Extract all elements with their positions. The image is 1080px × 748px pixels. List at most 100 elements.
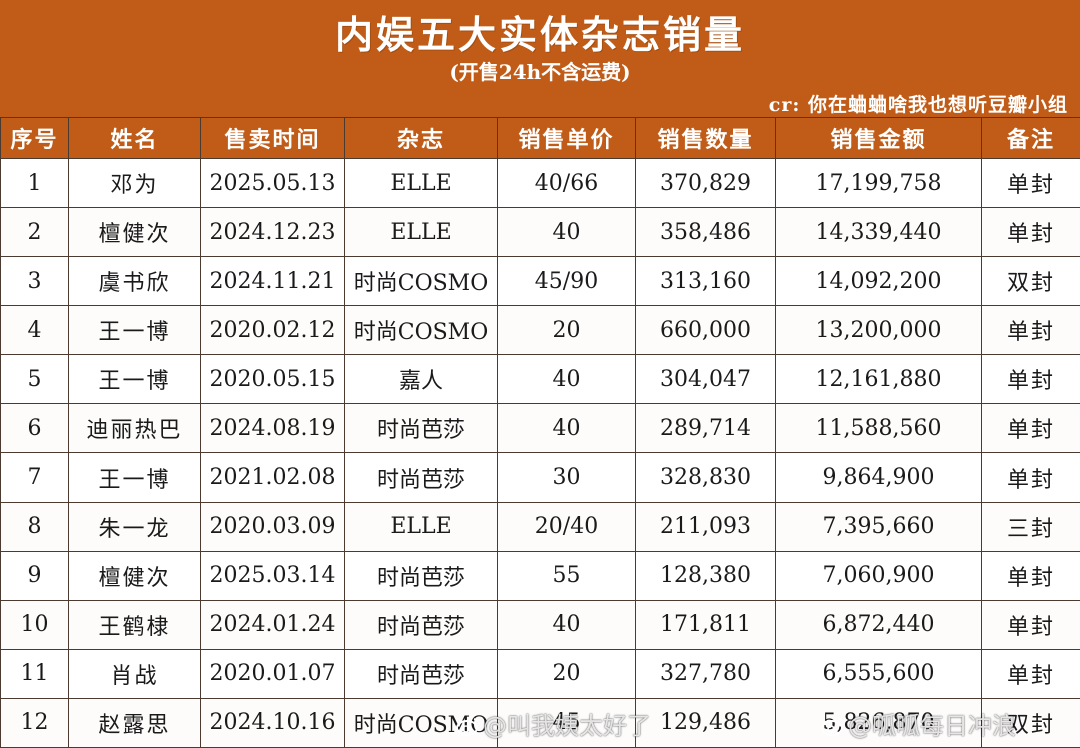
cell-amount: 11,588,560 [775,403,982,454]
cell-note: 双封 [981,697,1080,748]
cell-unit-price: 40/66 [497,157,636,209]
cell-quantity: 211,093 [635,501,776,552]
cell-date: 2024.08.19 [200,403,345,454]
cell-quantity: 370,829 [635,157,776,209]
table-row: 11 肖战 2020.01.07 时尚芭莎 20 327,780 6,555,600 单封 [0,648,1080,699]
cell-quantity: 304,047 [635,354,776,405]
cell-name: 王鹤棣 [68,599,201,650]
cell-date: 2024.12.23 [200,207,345,258]
table-body: 1 邓为 2025.05.13 ELLE 40/66 370,829 17,199,758 单… [0,157,1080,748]
table-row: 6 迪丽热巴 2024.08.19 时尚芭莎 40 289,714 11,588,560 单封 [0,403,1080,454]
cell-note: 单封 [981,403,1080,454]
cell-magazine: 时尚芭莎 [344,403,498,454]
table-row: 10 王鹤棣 2024.01.24 时尚芭莎 40 171,811 6,872,440 单封 [0,599,1080,650]
table-row: 9 檀健次 2025.03.14 时尚芭莎 55 128,380 7,060,900 单封 [0,550,1080,601]
cell-index: 11 [0,648,69,699]
cell-magazine: 时尚COSMO [344,305,498,356]
cell-note: 单封 [981,157,1080,209]
cell-quantity: 328,830 [635,452,776,503]
cell-index: 5 [0,354,69,405]
cell-note: 单封 [981,354,1080,405]
col-header-unit-price: 销售单价 [497,117,636,159]
col-header-note: 备注 [981,117,1080,159]
watermark-left: @叫我姨太好了 [455,706,651,741]
cell-quantity: 358,486 [635,207,776,258]
cell-date: 2024.11.21 [200,256,345,307]
cell-unit-price: 45/90 [497,256,636,307]
cell-date: 2025.03.14 [200,550,345,601]
cell-note: 单封 [981,207,1080,258]
col-header-magazine: 杂志 [344,117,498,159]
cell-date: 2025.05.13 [200,157,345,209]
table-row: 5 王一博 2020.05.15 嘉人 40 304,047 12,161,880 单封 [0,354,1080,405]
cell-quantity: 660,000 [635,305,776,356]
cell-magazine: 时尚芭莎 [344,550,498,601]
cell-magazine: 时尚芭莎 [344,648,498,699]
cell-name: 檀健次 [68,207,201,258]
cell-amount: 7,060,900 [775,550,982,601]
cell-magazine: ELLE [344,207,498,258]
cell-unit-price: 30 [497,452,636,503]
table-row: 3 虞书欣 2024.11.21 时尚COSMO 45/90 313,160 14,092,… [0,256,1080,307]
title-banner: 内娱五大实体杂志销量 (开售24h不含运费) cr: 你在蛐蛐啥我也想听豆瓣小组 [0,0,1080,117]
cell-name: 王一博 [68,354,201,405]
cell-date: 2024.10.16 [200,697,345,748]
cell-name: 檀健次 [68,550,201,601]
cell-index: 1 [0,157,69,209]
cell-unit-price: 45 [497,697,636,748]
cell-note: 双封 [981,256,1080,307]
cell-unit-price: 20/40 [497,501,636,552]
header-row: 序号 姓名 售卖时间 杂志 销售单价 销售数量 销售金额 备注 [0,117,1080,159]
cell-amount: 14,092,200 [775,256,982,307]
table-row: 8 朱一龙 2020.03.09 ELLE 20/40 211,093 7,395,660 三… [0,501,1080,552]
table-row: 2 檀健次 2024.12.23 ELLE 40 358,486 14,339,440 单封 [0,207,1080,258]
table-row: 7 王一博 2021.02.08 时尚芭莎 30 328,830 9,864,900 单封 [0,452,1080,503]
cell-note: 三封 [981,501,1080,552]
cell-index: 6 [0,403,69,454]
cell-date: 2020.05.15 [200,354,345,405]
cell-date: 2020.03.09 [200,501,345,552]
source-credit: cr: 你在蛐蛐啥我也想听豆瓣小组 [768,94,1068,116]
cell-unit-price: 20 [497,648,636,699]
cell-quantity: 327,780 [635,648,776,699]
cell-name: 肖战 [68,648,201,699]
cell-date: 2020.02.12 [200,305,345,356]
page-subtitle: (开售24h不含运费) [449,60,631,84]
cell-date: 2020.01.07 [200,648,345,699]
cell-unit-price: 40 [497,354,636,405]
cell-quantity: 289,714 [635,403,776,454]
cell-unit-price: 40 [497,403,636,454]
table-row: 4 王一博 2020.02.12 时尚COSMO 20 660,000 13,200,000… [0,305,1080,356]
weibo-icon [821,718,845,736]
col-header-date: 售卖时间 [200,117,345,159]
sales-table: 序号 姓名 售卖时间 杂志 销售单价 销售数量 销售金额 备注 1 邓为 2025.… [0,117,1080,748]
table-row: 1 邓为 2025.05.13 ELLE 40/66 370,829 17,199,758 单… [0,157,1080,209]
cell-name: 朱一龙 [68,501,201,552]
watermark-right: @呱呱每日冲浪 [820,706,1016,741]
cell-quantity: 128,380 [635,550,776,601]
cell-name: 赵露思 [68,697,201,748]
cell-note: 单封 [981,599,1080,650]
cell-index: 7 [0,452,69,503]
col-header-name: 姓名 [68,117,201,159]
cell-note: 单封 [981,305,1080,356]
watermark-left-text: @叫我姨太好了 [483,712,651,740]
cell-unit-price: 20 [497,305,636,356]
cell-magazine: ELLE [344,501,498,552]
cell-amount: 6,872,440 [775,599,982,650]
cell-date: 2021.02.08 [200,452,345,503]
cell-index: 10 [0,599,69,650]
cell-name: 迪丽热巴 [68,403,201,454]
cell-amount: 7,395,660 [775,501,982,552]
weibo-icon [456,718,480,736]
cell-amount: 14,339,440 [775,207,982,258]
cell-amount: 17,199,758 [775,157,982,209]
cell-date: 2024.01.24 [200,599,345,650]
col-header-quantity: 销售数量 [635,117,776,159]
cell-magazine: 时尚芭莎 [344,599,498,650]
page-title: 内娱五大实体杂志销量 [334,12,745,57]
cell-magazine: 时尚芭莎 [344,452,498,503]
cell-index: 4 [0,305,69,356]
cell-note: 单封 [981,648,1080,699]
cell-index: 8 [0,501,69,552]
